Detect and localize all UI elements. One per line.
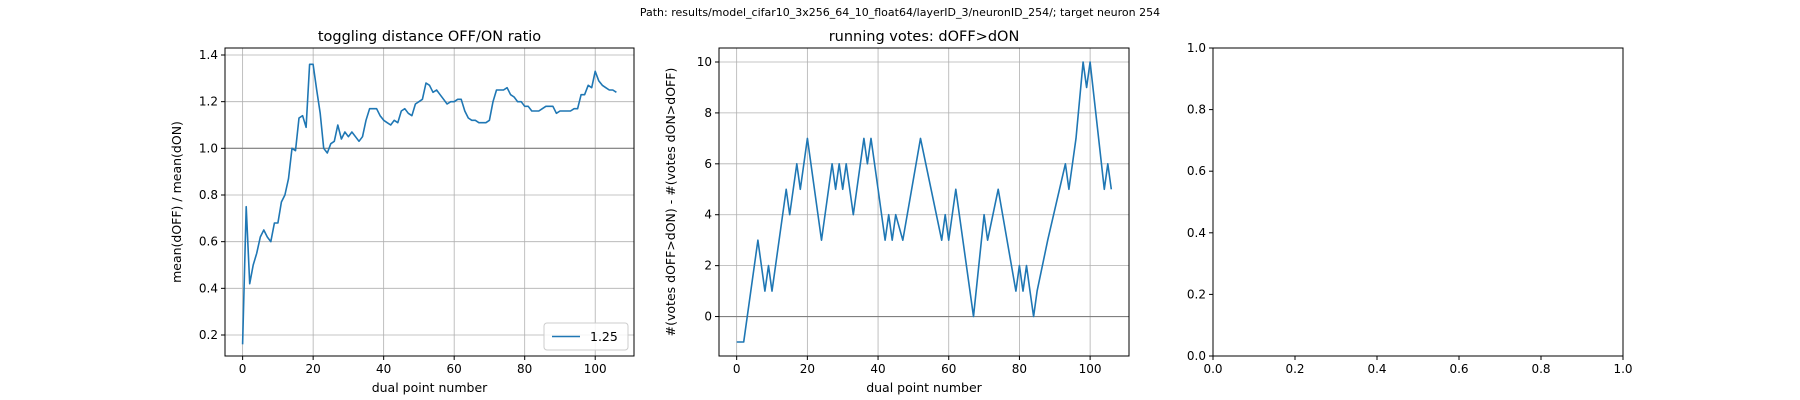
legend-box <box>543 322 629 351</box>
x-tick-label: 0.8 <box>1531 362 1550 376</box>
y-tick-label: 1.4 <box>199 48 218 62</box>
legend-label: 1.25 <box>590 329 618 344</box>
x-tick-label: 0.4 <box>1367 362 1386 376</box>
y-tick-label: 1.0 <box>199 141 218 155</box>
x-axis-label: dual point number <box>866 380 982 395</box>
x-tick-label: 0.0 <box>1203 362 1222 376</box>
y-tick-label: 4 <box>704 208 712 222</box>
y-tick-label: 0.8 <box>1187 103 1206 117</box>
y-tick-label: 0.4 <box>199 281 218 295</box>
subplot-title: toggling distance OFF/ON ratio <box>318 29 541 45</box>
x-tick-label: 60 <box>941 362 956 376</box>
y-tick-label: 0.6 <box>199 235 218 249</box>
series-line-1 <box>241 63 617 345</box>
x-tick-label: 60 <box>447 362 462 376</box>
x-tick-label: 40 <box>870 362 885 376</box>
figure-suptitle: Path: results/model_cifar10_3x256_64_10_… <box>639 6 1161 19</box>
axes-frame <box>1212 47 1624 357</box>
y-tick-label: 0.8 <box>199 188 218 202</box>
y-tick-label: 1.2 <box>199 95 218 109</box>
subplot-2: 0 20 40 60 80 100 0 2 4 6 8 10 running votes: dOFF>d… <box>663 29 1130 395</box>
subplot-1: 0 20 40 60 80 100 0.2 0.4 0.6 0.8 1.0 1.2 1.4 togglin… <box>169 29 635 395</box>
x-tick-label: 100 <box>584 362 607 376</box>
x-tick-label: 0 <box>239 362 247 376</box>
y-axis-label: #(votes dOFF>dON) - #(votes dON>dOFF) <box>663 68 678 337</box>
y-tick-label: 6 <box>704 157 712 171</box>
y-tick-label: 0.6 <box>1187 164 1206 178</box>
x-tick-label: 0 <box>733 362 741 376</box>
y-axis-label: mean(dOFF) / mean(dON) <box>169 121 184 283</box>
x-axis-label: dual point number <box>372 380 488 395</box>
subplot-3: 0.0 0.2 0.4 0.6 0.8 1.0 0.0 0.2 0.4 0.6 0.8 1.0 <box>1187 41 1633 376</box>
y-tick-label: 0.0 <box>1187 349 1206 363</box>
x-tick-label: 20 <box>306 362 321 376</box>
x-tick-label: 40 <box>376 362 391 376</box>
y-tick-label: 0.4 <box>1187 226 1206 240</box>
x-tick-label: 80 <box>1012 362 1027 376</box>
y-tick-label: 1.0 <box>1187 41 1206 55</box>
x-tick-label: 0.2 <box>1285 362 1304 376</box>
x-tick-label: 80 <box>517 362 532 376</box>
x-tick-label: 0.6 <box>1449 362 1468 376</box>
legend: 1.25 <box>543 322 629 351</box>
y-tick-label: 8 <box>704 106 712 120</box>
x-tick-label: 100 <box>1079 362 1102 376</box>
y-tick-label: 0 <box>704 310 712 324</box>
subplot-title: running votes: dOFF>dON <box>829 29 1020 45</box>
x-tick-label: 20 <box>800 362 815 376</box>
y-tick-label: 10 <box>697 55 712 69</box>
y-tick-label: 2 <box>704 259 712 273</box>
series-line-1 <box>736 61 1113 343</box>
y-tick-label: 0.2 <box>1187 287 1206 301</box>
x-tick-label: 1.0 <box>1613 362 1632 376</box>
y-tick-label: 0.2 <box>199 328 218 342</box>
axes-frame <box>718 47 1130 357</box>
axes-frame <box>224 47 635 357</box>
